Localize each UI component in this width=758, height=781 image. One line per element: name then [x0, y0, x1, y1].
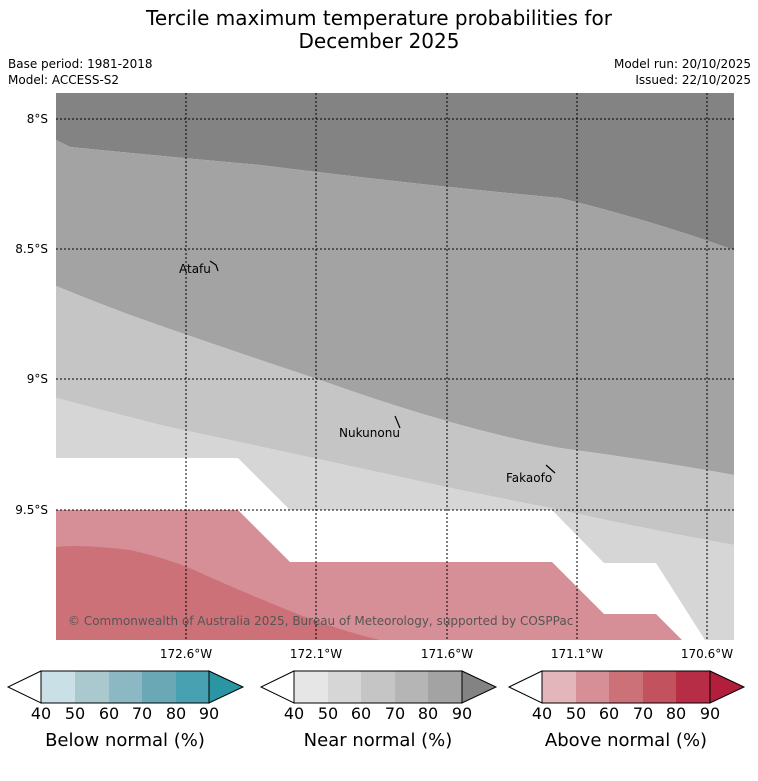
- below-tick-80: 80: [165, 704, 187, 723]
- near-normal-50-60-region: [56, 398, 734, 640]
- colorbar-near-swatch-40: [294, 671, 328, 703]
- above-tick-70: 70: [632, 704, 654, 723]
- lat-label-9s: 9°S: [26, 372, 48, 386]
- above-normal-label: Above normal (%): [544, 730, 708, 751]
- fakaofo-coastline: [545, 464, 556, 474]
- colorbar-below-frame: [40, 670, 210, 704]
- colorbar-near-swatch-80: [428, 671, 462, 703]
- near-normal-70-80-region: [56, 140, 734, 475]
- colorbar-near-swatch-60: [361, 671, 395, 703]
- above-tick-40: 40: [531, 704, 553, 723]
- lon-label-170-6w: 170.6°W: [680, 647, 734, 661]
- below-tick-50: 50: [64, 704, 86, 723]
- model-name: Model: ACCESS-S2: [8, 73, 120, 87]
- colorbar-below-high-extend: [208, 670, 245, 704]
- colorbar-near-normal: [259, 670, 498, 704]
- near-normal-60-70-region: [56, 286, 734, 545]
- lon-label-171-6w: 171.6°W: [420, 647, 474, 661]
- colorbar-above-swatch-40: [542, 671, 576, 703]
- colorbar-below-swatch-80: [176, 671, 209, 703]
- base-period: Base period: 1981-2018: [8, 57, 153, 71]
- below-tick-70: 70: [131, 704, 153, 723]
- below-tick-40: 40: [30, 704, 52, 723]
- colorbar-above-frame: [541, 670, 711, 704]
- graticule: [56, 93, 734, 640]
- lat-label-9-5s: 9.5°S: [15, 503, 48, 517]
- near-tick-90: 90: [451, 704, 473, 723]
- atafu-coastline: [209, 260, 219, 272]
- model-run: Model run: 20/10/2025: [613, 57, 751, 71]
- near-tick-40: 40: [283, 704, 305, 723]
- place-label-atafu: Atafu: [179, 262, 211, 276]
- lat-label-8-5s: 8.5°S: [15, 242, 48, 256]
- colorbar-below-swatch-70: [142, 671, 176, 703]
- above-tick-60: 60: [598, 704, 620, 723]
- near-tick-70: 70: [384, 704, 406, 723]
- near-tick-80: 80: [417, 704, 439, 723]
- colorbar-below-normal: [6, 670, 245, 704]
- colorbar-near-frame: [293, 670, 463, 704]
- above-tick-50: 50: [565, 704, 587, 723]
- chart-title-line1: Tercile maximum temperature probabilitie…: [146, 6, 612, 30]
- colorbar-above-swatch-80: [676, 671, 710, 703]
- nukunonu-coastline: [394, 415, 401, 429]
- above-normal-60-70-region: [56, 546, 380, 640]
- near-normal-80-90-region: [56, 93, 734, 250]
- near-normal-label: Near normal (%): [303, 730, 453, 751]
- lon-label-172-1w: 172.1°W: [289, 647, 343, 661]
- above-tick-80: 80: [665, 704, 687, 723]
- colorbar-above-high-extend: [709, 670, 746, 704]
- colorbar-below-swatch-60: [109, 671, 142, 703]
- place-label-nukunonu: Nukunonu: [339, 426, 400, 440]
- below-tick-90: 90: [198, 704, 220, 723]
- colorbar-near-swatch-70: [395, 671, 428, 703]
- colorbar-near-high-extend: [461, 670, 498, 704]
- colorbar-near-swatch-50: [328, 671, 361, 703]
- colorbar-below-swatch-40: [41, 671, 75, 703]
- colorbar-below-low-extend: [6, 670, 42, 704]
- lon-label-172-6w: 172.6°W: [159, 647, 213, 661]
- colorbar-above-normal: [507, 670, 746, 704]
- place-label-fakaofo: Fakaofo: [506, 471, 553, 485]
- near-tick-60: 60: [350, 704, 372, 723]
- issued-date: Issued: 22/10/2025: [635, 73, 751, 87]
- lon-label-171-1w: 171.1°W: [550, 647, 604, 661]
- colorbar-near-low-extend: [259, 670, 295, 704]
- copyright-notice: © Commonwealth of Australia 2025, Bureau…: [68, 614, 574, 628]
- colorbar-above-swatch-60: [609, 671, 643, 703]
- island-outlines: [209, 260, 556, 474]
- lat-label-8s: 8°S: [26, 112, 48, 126]
- above-tick-90: 90: [699, 704, 721, 723]
- colorbar-below-swatch-50: [75, 671, 109, 703]
- colorbar-above-swatch-70: [643, 671, 676, 703]
- below-tick-60: 60: [98, 704, 120, 723]
- chart-title-line2: December 2025: [298, 29, 460, 53]
- colorbar-above-low-extend: [507, 670, 543, 704]
- colorbar-above-swatch-50: [576, 671, 609, 703]
- below-normal-label: Below normal (%): [45, 730, 205, 751]
- near-tick-50: 50: [317, 704, 339, 723]
- probability-map: [56, 93, 734, 640]
